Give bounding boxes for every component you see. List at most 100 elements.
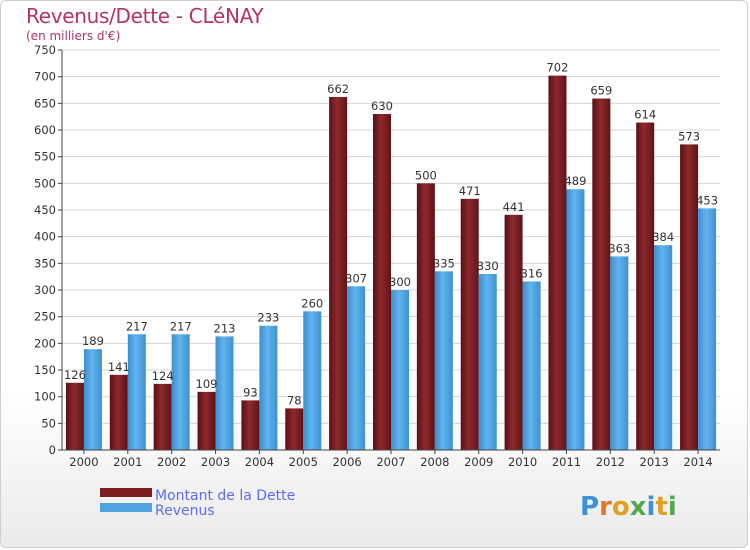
y-tick-label: 150 (34, 363, 56, 377)
value-label: 363 (608, 241, 630, 255)
x-tick-label: 2013 (640, 455, 669, 469)
value-label: 573 (678, 129, 700, 143)
bar-dette (373, 114, 391, 450)
bar-revenus (347, 286, 366, 450)
x-tick-label: 2014 (683, 455, 712, 469)
value-label: 213 (214, 321, 236, 335)
value-label: 489 (564, 174, 586, 188)
bar-revenus (171, 334, 190, 450)
legend-label-dette: Montant de la Dette (155, 488, 295, 504)
y-tick-label: 750 (34, 43, 56, 57)
value-label: 471 (459, 184, 481, 198)
legend: Montant de la Dette Revenus (100, 488, 295, 519)
bar-revenus (127, 334, 146, 450)
value-label: 300 (389, 275, 411, 289)
y-tick-label: 100 (34, 390, 56, 404)
value-label: 335 (433, 256, 455, 270)
value-label: 141 (108, 360, 130, 374)
bar-revenus (83, 349, 102, 450)
bar-revenus (610, 256, 629, 450)
bar-revenus (391, 290, 409, 450)
bar-dette (109, 374, 128, 450)
value-label: 189 (82, 334, 104, 348)
x-tick-label: 2000 (69, 455, 98, 469)
value-label: 233 (257, 311, 279, 325)
x-tick-label: 2006 (332, 455, 361, 469)
value-labels: 126 189 141 217 124 217 109 213 93 233 78 260 662 307… (64, 61, 718, 408)
x-tick-label: 2004 (245, 455, 274, 469)
y-axis: 0 50 100 150 200 250 300 350 400 450 500 550 600 650 7… (34, 43, 63, 457)
y-tick-label: 500 (34, 176, 56, 190)
x-tick-label: 2012 (596, 455, 625, 469)
y-tick-label: 350 (34, 256, 56, 270)
y-tick-label: 0 (49, 443, 56, 457)
bar-dette (680, 144, 699, 450)
value-label: 126 (64, 368, 86, 382)
bar-dette (460, 198, 479, 450)
y-tick-label: 700 (34, 70, 56, 84)
value-label: 441 (503, 200, 525, 214)
x-tick-label: 2008 (420, 455, 449, 469)
x-tick-label: 2002 (157, 455, 186, 469)
y-tick-label: 300 (34, 283, 56, 297)
value-label: 109 (196, 377, 218, 391)
value-label: 307 (345, 271, 367, 285)
y-tick-label: 450 (34, 203, 56, 217)
bar-dette (285, 408, 304, 450)
value-label: 662 (327, 82, 349, 96)
x-tick-label: 2011 (552, 455, 581, 469)
bar-revenus (259, 325, 278, 450)
bar-dette (416, 183, 435, 451)
bar-revenus (303, 311, 322, 450)
x-tick-label: 2001 (113, 455, 142, 469)
value-label: 124 (152, 369, 174, 383)
value-label: 702 (546, 61, 568, 75)
proxiti-logo: Proxiti (580, 492, 677, 522)
value-label: 630 (371, 99, 393, 113)
y-tick-label: 50 (41, 416, 56, 430)
value-label: 260 (301, 296, 323, 310)
value-label: 453 (696, 193, 718, 207)
value-label: 316 (521, 266, 543, 280)
bar-revenus (478, 274, 497, 450)
legend-swatch-revenus (100, 503, 152, 512)
y-tick-label: 400 (34, 230, 56, 244)
x-axis: 2000 2001 2002 2003 2004 2005 2006 2007 2008 2009… (62, 449, 720, 469)
bar-dette (636, 122, 655, 451)
legend-swatch-dette (100, 488, 152, 497)
x-tick-label: 2009 (464, 455, 493, 469)
value-label: 330 (477, 259, 499, 273)
x-tick-label: 2010 (508, 455, 537, 469)
bar-dette (153, 383, 172, 450)
value-label: 217 (170, 319, 192, 333)
bar-dette (592, 98, 611, 451)
value-label: 384 (652, 230, 674, 244)
bar-dette (504, 214, 523, 450)
bar-revenus (522, 281, 541, 450)
value-label: 78 (287, 393, 302, 407)
y-tick-label: 600 (34, 123, 56, 137)
bar-revenus (698, 208, 717, 450)
chart-title: Revenus/Dette - CLéNAY (26, 4, 264, 28)
y-tick-label: 250 (34, 310, 56, 324)
bar-revenus (215, 336, 234, 450)
bar-dette (548, 75, 567, 450)
y-tick-label: 650 (34, 96, 56, 110)
value-label: 93 (243, 385, 258, 399)
bar-dette (197, 391, 216, 450)
bar-revenus (566, 189, 585, 450)
chart-subtitle: (en milliers d'€) (26, 29, 121, 43)
y-tick-label: 550 (34, 150, 56, 164)
value-label: 659 (590, 84, 612, 98)
legend-label-revenus: Revenus (155, 503, 215, 519)
bar-dette (65, 382, 84, 450)
bars (65, 75, 717, 451)
x-tick-label: 2003 (201, 455, 230, 469)
value-label: 500 (415, 168, 437, 182)
bar-dette (329, 96, 348, 450)
bar-dette (241, 400, 260, 450)
y-tick-label: 200 (34, 336, 56, 350)
value-label: 614 (634, 108, 656, 122)
bar-revenus (434, 271, 453, 450)
